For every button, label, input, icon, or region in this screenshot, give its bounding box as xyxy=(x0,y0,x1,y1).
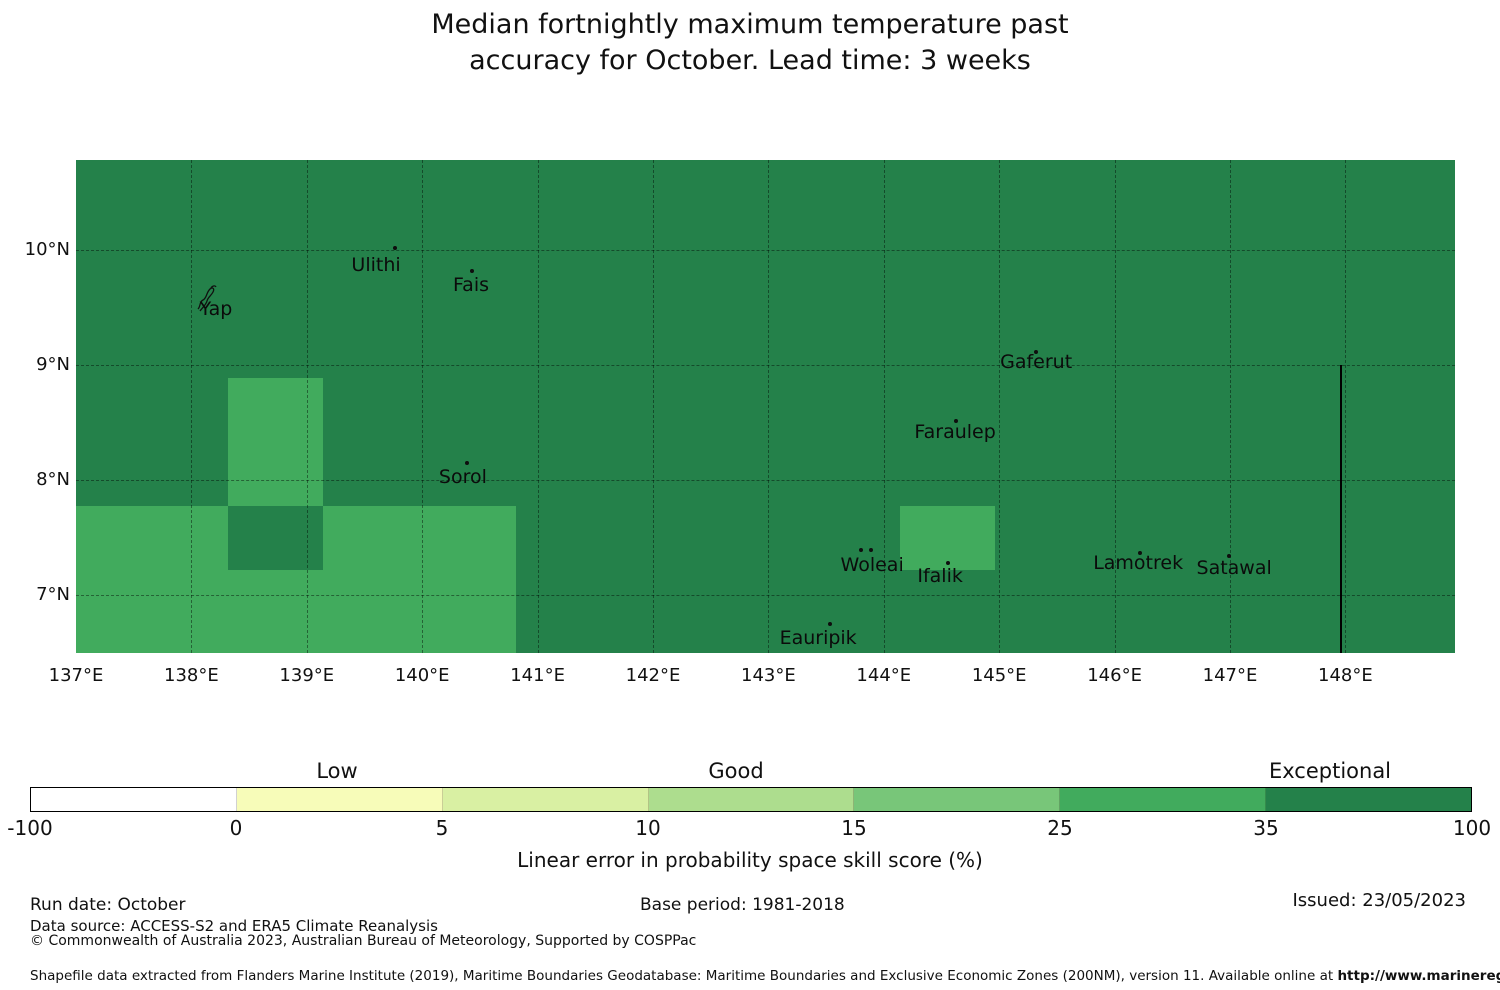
colorbar-segment-2 xyxy=(442,788,649,811)
x-tick-148e: 148°E xyxy=(1318,665,1373,686)
colorbar xyxy=(30,787,1472,812)
island-label-gaferut: Gaferut xyxy=(1000,351,1073,373)
x-tick-143e: 143°E xyxy=(741,665,796,686)
colorbar-category-exceptional: Exceptional xyxy=(1268,759,1392,783)
colorbar-segment-6 xyxy=(1266,788,1472,811)
gridline-lon-139 xyxy=(306,160,308,653)
gridline-lon-144 xyxy=(883,160,885,653)
x-tick-146e: 146°E xyxy=(1087,665,1142,686)
x-tick-140e: 140°E xyxy=(394,665,450,686)
island-label-fais: Fais xyxy=(452,273,490,296)
x-tick-145e: 145°E xyxy=(971,665,1027,686)
colorbar-tick--100: -100 xyxy=(7,816,53,840)
gridline-lat-7 xyxy=(76,595,1455,596)
run-date-text: Run date: October xyxy=(30,895,186,915)
island-marker-eauripik xyxy=(828,621,833,626)
x-tick-137e: 137°E xyxy=(48,665,104,686)
gridline-lon-148 xyxy=(1345,160,1347,653)
gridline-lon-138 xyxy=(191,160,193,653)
colorbar-segment-1 xyxy=(236,788,443,811)
gridline-lon-142 xyxy=(653,160,654,653)
skill-patch-bin-25-35 xyxy=(227,377,323,506)
island-label-sorol: Sorol xyxy=(438,466,487,488)
island-label-ulithi: Ulithi xyxy=(351,253,401,276)
island-marker-woleai xyxy=(859,548,864,553)
y-tick-10n: 10°N xyxy=(24,239,70,260)
colorbar-axis-label: Linear error in probability space skill … xyxy=(517,848,983,872)
data-source-text: Data source: ACCESS-S2 and ERA5 Climate … xyxy=(30,917,438,935)
x-tick-139e: 139°E xyxy=(279,665,335,686)
y-tick-8n: 8°N xyxy=(36,469,70,490)
x-tick-144e: 144°E xyxy=(856,665,912,686)
yap-island-outline xyxy=(197,285,217,312)
colorbar-tick-0: 0 xyxy=(229,816,243,840)
colorbar-tick-10: 10 xyxy=(635,816,661,840)
eez-boundary-line xyxy=(1340,365,1343,653)
x-tick-138e: 138°E xyxy=(164,665,219,686)
island-label-eauripik: Eauripik xyxy=(779,627,857,649)
chart-title-line-1: Median fortnightly maximum temperature p… xyxy=(431,9,1069,40)
colorbar-segment-0 xyxy=(31,788,237,811)
y-tick-9n: 9°N xyxy=(36,354,70,375)
gridline-lon-146 xyxy=(1114,160,1116,653)
island-label-woleai: Woleai xyxy=(840,553,904,576)
skill-patch-bin-25-35 xyxy=(900,505,996,571)
shapefile-attribution-text: Shapefile data extracted from Flanders M… xyxy=(30,968,1338,984)
island-marker-gaferut xyxy=(1034,350,1039,354)
colorbar-tick-100: 100 xyxy=(1452,816,1492,840)
chart-title-line-2: accuracy for October. Lead time: 3 weeks xyxy=(469,45,1031,76)
island-marker-fais xyxy=(469,269,474,274)
island-label-ifalik: Ifalik xyxy=(917,565,963,588)
island-label-faraulep: Faraulep xyxy=(914,421,996,444)
copyright-text: © Commonwealth of Australia 2023, Austra… xyxy=(30,933,697,949)
gridline-lon-140 xyxy=(422,160,424,653)
gridline-lon-145 xyxy=(999,160,1001,653)
island-marker-satawal xyxy=(1227,554,1232,558)
island-marker-ulithi xyxy=(392,246,397,251)
map-plot-area: Yap Ulithi Fais Sorol Gaferut Faraulep Woleai I… xyxy=(76,160,1455,653)
colorbar-category-low: Low xyxy=(316,759,358,783)
x-tick-147e: 147°E xyxy=(1202,665,1258,686)
island-label-lamotrek: Lamotrek xyxy=(1093,552,1184,575)
island-marker-ifalik xyxy=(946,561,951,566)
island-marker-faraulep xyxy=(954,419,959,423)
colorbar-segment-5 xyxy=(1060,788,1267,811)
island-marker-sorol xyxy=(464,460,469,465)
skill-patch-bin-35-100 xyxy=(227,505,323,571)
island-marker-woleai xyxy=(869,548,874,553)
gridline-lon-143 xyxy=(768,160,770,653)
shapefile-attribution: Shapefile data extracted from Flanders M… xyxy=(30,968,1500,984)
gridline-lat-9 xyxy=(76,365,1455,366)
x-tick-141e: 141°E xyxy=(510,665,565,686)
colorbar-segment-3 xyxy=(648,788,855,811)
colorbar-tick-5: 5 xyxy=(435,816,449,840)
colorbar-tick-35: 35 xyxy=(1253,816,1279,840)
marineregions-url: http://www.marineregions.org/. xyxy=(1337,968,1500,984)
issued-date-text: Issued: 23/05/2023 xyxy=(1292,890,1466,911)
colorbar-tick-25: 25 xyxy=(1047,816,1073,840)
colorbar-category-good: Good xyxy=(708,759,764,783)
colorbar-tick-15: 15 xyxy=(841,816,867,840)
y-tick-7n: 7°N xyxy=(36,584,70,605)
island-label-satawal: Satawal xyxy=(1196,556,1272,579)
gridline-lon-141 xyxy=(537,160,539,653)
gridline-lat-8 xyxy=(76,480,1455,481)
gridline-lon-147 xyxy=(1230,160,1231,653)
x-tick-142e: 142°E xyxy=(625,665,681,686)
base-period-text: Base period: 1981-2018 xyxy=(640,895,845,915)
colorbar-segment-4 xyxy=(854,788,1061,811)
island-marker-lamotrek xyxy=(1138,551,1143,556)
island-label-yap: Yap xyxy=(199,297,233,320)
gridline-lat-10 xyxy=(76,250,1455,251)
